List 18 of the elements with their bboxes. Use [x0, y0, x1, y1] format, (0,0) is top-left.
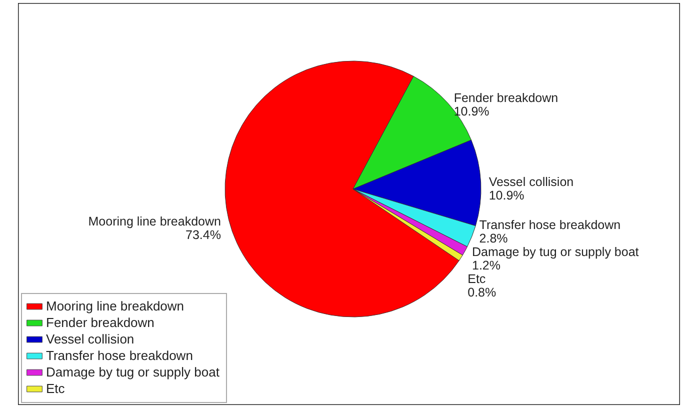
legend-label: Mooring line breakdown — [46, 298, 184, 314]
data-label: 73.4% — [186, 228, 221, 242]
slice-label: Fender breakdown — [454, 90, 558, 105]
data-label: 0.8% — [468, 286, 496, 300]
data-label: 10.9% — [454, 104, 490, 118]
slice-label: Vessel collision — [488, 175, 574, 190]
slice-label: Transfer hose breakdown — [479, 218, 621, 232]
legend-label: Fender breakdown — [46, 315, 154, 330]
legend-label: Vessel collision — [46, 332, 134, 346]
slice-label: Etc — [468, 272, 486, 286]
data-label: 2.8% — [479, 232, 508, 246]
legend-label: Etc — [46, 381, 66, 396]
slice-label: Damage by tug or supply boat — [472, 245, 640, 260]
slice-label: Mooring line breakdown — [88, 214, 222, 229]
legend-label: Transfer hose breakdown — [46, 348, 193, 363]
data-label: 1.2% — [472, 258, 500, 273]
legend-label: Damage by tug or supply boat — [46, 364, 220, 380]
data-label: 10.9% — [488, 188, 524, 203]
